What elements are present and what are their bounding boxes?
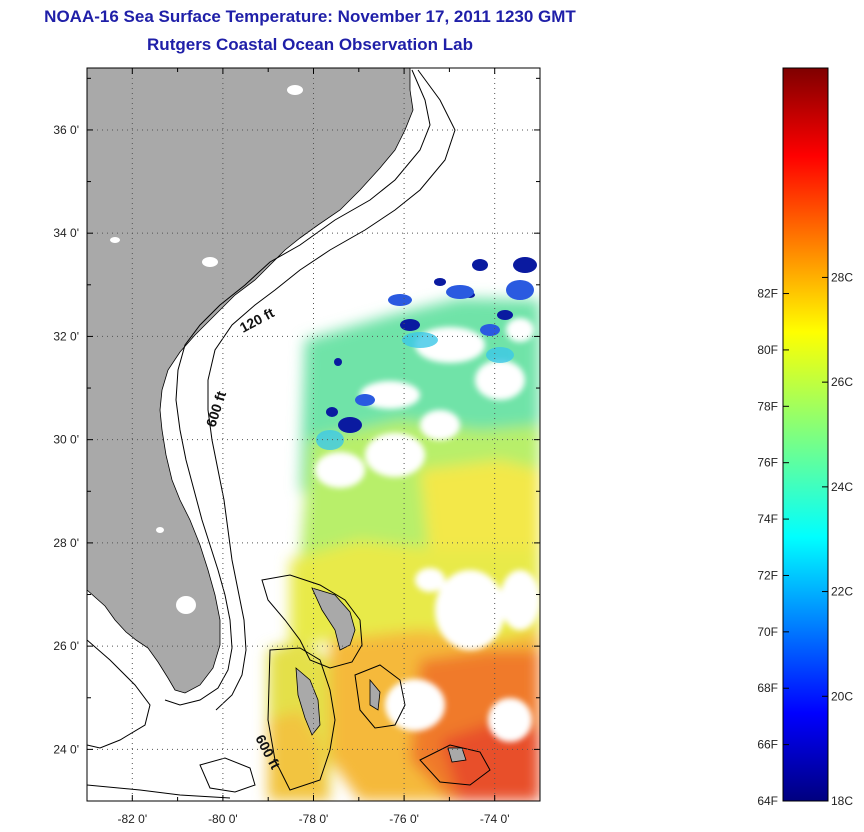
colorbar-f-label: 64F xyxy=(757,794,778,808)
map-subtitle: Rutgers Coastal Ocean Observation Lab xyxy=(147,35,473,54)
lat-lon-grid xyxy=(87,68,540,801)
lat-tick-label: 28 0' xyxy=(53,536,79,550)
lon-tick-label: -78 0' xyxy=(299,812,329,826)
colorbar-f-label: 76F xyxy=(757,456,778,470)
lon-tick-label: -74 0' xyxy=(480,812,510,826)
colorbar-f-label: 78F xyxy=(757,399,778,413)
map-plot-area xyxy=(87,68,540,801)
colorbar-c-label: 22C xyxy=(831,585,853,599)
colorbar-c-label: 20C xyxy=(831,689,853,703)
bathymetry-contours xyxy=(87,69,491,799)
lon-tick-label: -80 0' xyxy=(208,812,238,826)
colorbar-f-label: 80F xyxy=(757,343,778,357)
map-title: NOAA-16 Sea Surface Temperature: Novembe… xyxy=(44,7,576,26)
colorbar-f-label: 74F xyxy=(757,512,778,526)
colorbar-f-label: 70F xyxy=(757,625,778,639)
lat-tick-label: 32 0' xyxy=(53,329,79,343)
lat-tick-label: 36 0' xyxy=(53,123,79,137)
lat-tick-label: 24 0' xyxy=(53,742,79,756)
colorbar-c-label: 18C xyxy=(831,794,853,808)
sst-field xyxy=(268,257,540,801)
colorbar-c-label: 26C xyxy=(831,375,853,389)
lat-tick-label: 26 0' xyxy=(53,639,79,653)
colorbar-gradient xyxy=(782,67,829,802)
colorbar-c-label: 28C xyxy=(831,270,853,284)
lat-tick-label: 34 0' xyxy=(53,226,79,240)
colorbar-f-label: 68F xyxy=(757,681,778,695)
axis-ticks: -82 0' -80 0' -78 0' -76 0' -74 0' 36 0' 34 0'… xyxy=(53,68,541,826)
colorbar-c-label: 24C xyxy=(831,480,853,494)
lon-tick-label: -76 0' xyxy=(389,812,419,826)
temperature-colorbar: 64F 66F 68F 70F 72F 74F 76F 78F 80F 82F 18C 20C 22C 2… xyxy=(757,67,853,808)
colorbar-f-label: 82F xyxy=(757,287,778,301)
lon-tick-label: -82 0' xyxy=(117,812,147,826)
colorbar-f-label: 72F xyxy=(757,568,778,582)
colorbar-f-label: 66F xyxy=(757,738,778,752)
land-mass xyxy=(87,68,467,763)
lat-tick-label: 30 0' xyxy=(53,433,79,447)
